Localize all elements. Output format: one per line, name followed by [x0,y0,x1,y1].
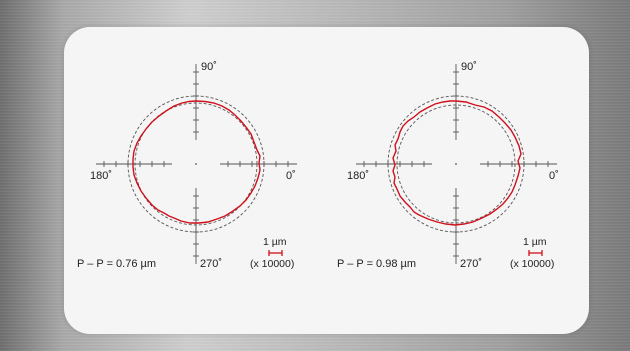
scale-bar [268,250,283,256]
angle-label-270: 270˚ [460,258,482,270]
scale-factor: (x 10000) [510,258,554,270]
angle-label-180: 180˚ [347,170,369,182]
tolerance-circle-outer [127,95,265,233]
tolerance-circle-inner [134,102,258,226]
diagram-panel [64,27,589,334]
angle-label-0: 0˚ [549,170,559,182]
roundness-plot-right: 90˚ 180˚ 0˚ 270˚ P – P = 0.98 µm 1 µm (x… [337,61,559,270]
polar-axes [356,64,557,264]
peak-to-peak-value: P – P = 0.98 µm [337,258,416,270]
tolerance-circle-inner [396,104,516,224]
angle-label-90: 90˚ [201,61,217,73]
scale-unit: 1 µm [263,236,287,248]
peak-to-peak-value: P – P = 0.76 µm [77,258,156,270]
scale-unit: 1 µm [523,236,547,248]
center-dot [455,163,457,165]
roundness-profile-trace [392,100,522,226]
angle-label-0: 0˚ [286,170,296,182]
tolerance-circle-outer [387,95,525,233]
angle-label-270: 270˚ [200,258,222,270]
polar-axes [96,64,297,264]
roundness-plot-left: 90˚ 180˚ 0˚ 270˚ P – P = 0.76 µm 1 µm (x… [77,61,297,270]
center-dot [195,163,197,165]
angle-label-180: 180˚ [90,170,112,182]
scale-factor: (x 10000) [250,258,294,270]
roundness-profile-trace [132,100,261,224]
scale-bar [528,250,543,256]
angle-label-90: 90˚ [461,61,477,73]
